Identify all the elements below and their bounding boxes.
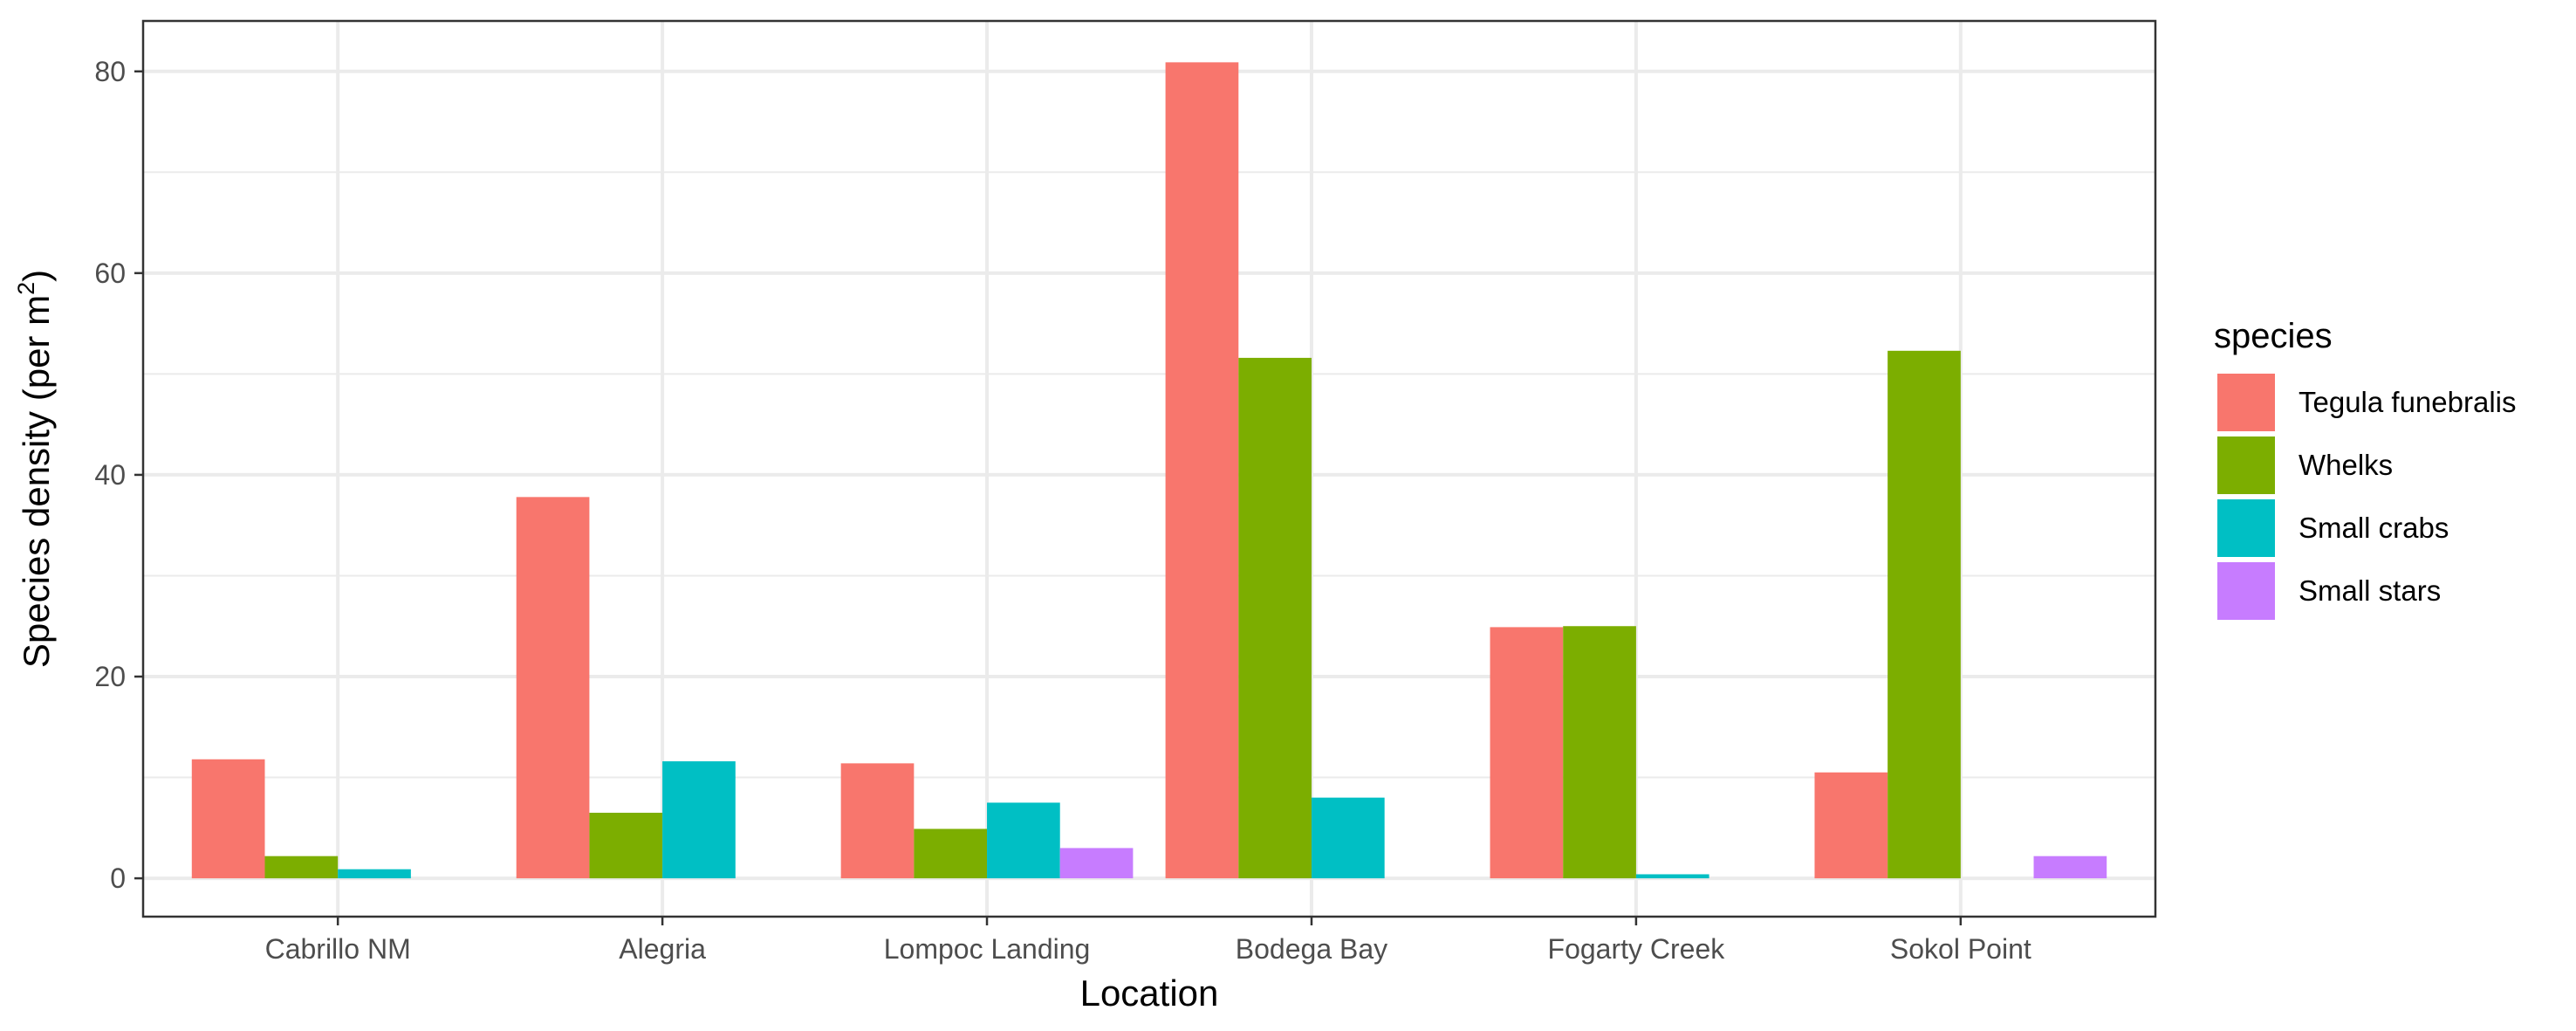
legend-label: Tegula funebralis [2299,386,2517,418]
bar [338,869,411,879]
y-tick-label: 20 [94,661,126,692]
panel-border [141,19,2157,918]
bar [987,802,1060,879]
y-axis-title-main: Species density (per m [16,295,57,668]
legend-key [2217,374,2275,431]
bar [1490,627,1564,879]
axes: 0 20 40 60 80 Cabrillo NM Alegria Lompoc Landin… [94,56,2031,965]
x-tick-label: Sokol Point [1890,933,2031,965]
bar [2033,856,2107,879]
legend: species Tegula funebralis Whelks Small cra… [2214,317,2517,620]
bar [1238,357,1312,879]
bar [662,761,736,879]
bar [264,856,339,879]
x-tick-label: Bodega Bay [1236,933,1387,965]
legend-key [2217,436,2275,494]
legend-label: Small stars [2299,574,2441,607]
y-tick-label: 40 [94,459,126,491]
legend-key [2217,562,2275,620]
legend-items: Tegula funebralis Whelks Small crabs Small … [2217,374,2517,620]
y-axis-title-close: ) [16,270,57,282]
bar [1059,848,1134,879]
y-axis-title-superscript: 2 [13,282,39,295]
x-tick-label: Alegria [619,933,706,965]
bar [1635,874,1709,879]
legend-key [2217,499,2275,557]
bar [1814,772,1888,879]
bar [840,763,915,879]
y-tick-label: 0 [110,863,126,894]
bar [1165,62,1239,879]
x-tick-label: Cabrillo NM [265,933,411,965]
legend-title: species [2214,317,2333,355]
legend-label: Small crabs [2299,512,2449,544]
bar [191,759,265,879]
bar [589,812,663,879]
y-axis-title: Species density (per m2) [13,270,57,668]
bar [1887,350,1961,879]
bars [191,62,2107,879]
x-tick-label: Fogarty Creek [1548,933,1726,965]
legend-label: Whelks [2299,449,2393,481]
y-tick-label: 60 [94,258,126,289]
x-axis-title: Location [1080,973,1219,1014]
bar [516,497,590,879]
bar [1311,797,1385,879]
bar [914,828,988,879]
bar [1563,626,1636,879]
x-tick-label: Lompoc Landing [884,933,1091,965]
y-tick-label: 80 [94,56,126,87]
